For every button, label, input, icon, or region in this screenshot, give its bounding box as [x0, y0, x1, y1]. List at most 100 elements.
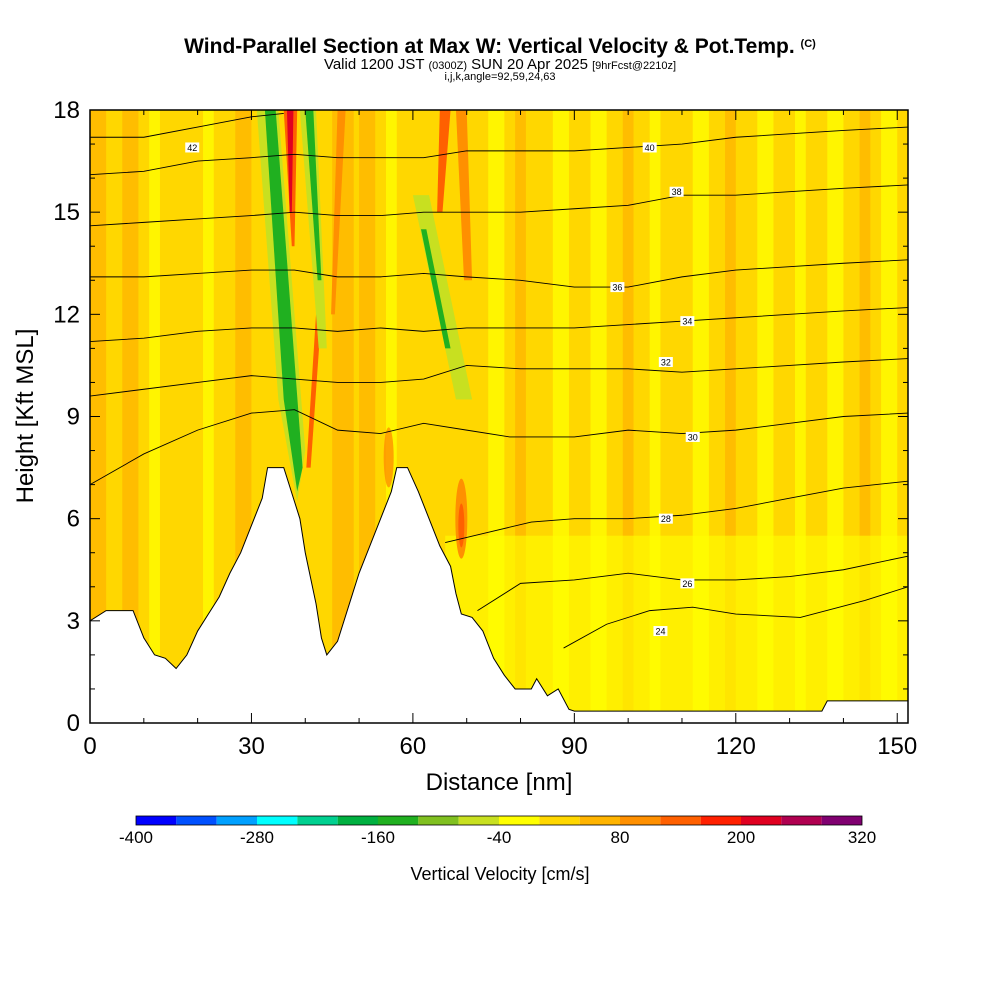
colorbar-swatch: [216, 816, 257, 825]
velocity-band: [649, 110, 661, 723]
contour-label-bg: [653, 626, 668, 637]
downdraft-right-core: [420, 229, 451, 349]
contour-label-24: 24: [655, 627, 665, 637]
terrain: [90, 467, 908, 723]
colorbar-swatch: [378, 816, 419, 825]
y-axis-label: Height [Kft MSL]: [12, 329, 39, 504]
contour-label-bg: [680, 316, 695, 327]
colorbar-swatch: [821, 816, 862, 825]
chart-params: i,j,k,angle=92,59,24,63: [444, 71, 556, 83]
updraft-lee-core: [458, 503, 465, 548]
theta-contour-42: [90, 112, 284, 138]
velocity-band: [149, 110, 160, 723]
field-features: [256, 110, 473, 559]
contour-label-26: 26: [682, 579, 692, 589]
x-tick-label: 150: [877, 733, 917, 760]
x-tick-label: 60: [400, 733, 427, 760]
contour-label-bg: [642, 142, 657, 153]
colorbar: [135, 815, 863, 826]
downdraft-mid: [299, 110, 327, 349]
theta-contour-28: [445, 480, 908, 543]
colorbar-swatch: [337, 816, 378, 825]
y-tick-label: 6: [67, 506, 80, 533]
colorbar-tick-label: 80: [611, 828, 630, 847]
contour-label-40: 40: [645, 143, 655, 153]
contour-label-bg: [658, 513, 673, 524]
colorbar-tick-label: 320: [848, 828, 876, 847]
theta-contour-32: [90, 358, 908, 397]
colorbar-swatch: [297, 816, 338, 825]
contour-label-28: 28: [661, 514, 671, 524]
colorbar-tick-labels: -400 -280 -160 -40 80 200 320: [119, 828, 876, 847]
updraft-left-core: [286, 110, 294, 213]
colorbar-tick-label: -160: [361, 828, 395, 847]
updraft-right-top: [437, 110, 451, 213]
colorbar-swatch: [620, 816, 661, 825]
colorbar-swatch: [458, 816, 499, 825]
contour-label-38: 38: [672, 187, 682, 197]
x-tick-label: 120: [716, 733, 756, 760]
colorbar-swatch: [741, 816, 782, 825]
velocity-band: [859, 110, 871, 723]
colorbar-swatch: [257, 816, 298, 825]
theta-contour-40: [90, 126, 908, 176]
field-bands: [90, 110, 908, 723]
x-tick-labels: 0 30 60 90 120 150: [83, 733, 917, 760]
velocity-band: [622, 110, 634, 723]
downdraft-mid-core: [305, 110, 322, 281]
y-tick-label: 9: [67, 404, 80, 431]
colorbar-swatch: [499, 816, 540, 825]
y-tick-label: 0: [67, 710, 80, 737]
y-tick-label: 12: [53, 301, 80, 328]
contour-label-42: 42: [187, 143, 197, 153]
contour-label-32: 32: [661, 358, 671, 368]
downdraft-left-core: [264, 110, 303, 492]
axis-ticks: [89, 109, 908, 724]
x-tick-label: 90: [561, 733, 588, 760]
colorbar-swatch: [136, 816, 177, 825]
colorbar-swatch: [176, 816, 217, 825]
theta-contours: 24 26 28 30 32 34 36 38 40 42: [90, 112, 908, 649]
plot-area: 24 26 28 30 32 34 36 38 40 42: [90, 110, 908, 723]
x-tick-label: 30: [238, 733, 265, 760]
x-axis-label: Distance [nm]: [426, 769, 573, 796]
updraft-mid: [331, 110, 346, 315]
colorbar-tick-label: 200: [727, 828, 755, 847]
colorbar-tick-label: -40: [487, 828, 512, 847]
colorbar-swatch: [660, 816, 701, 825]
colorbar-swatch: [418, 816, 459, 825]
y-tick-label: 3: [67, 608, 80, 635]
y-tick-label: 15: [53, 199, 80, 226]
theta-contour-34: [90, 307, 908, 343]
contour-label-30: 30: [688, 432, 698, 442]
updraft-ridge: [383, 427, 394, 488]
colorbar-tick-label: -400: [119, 828, 153, 847]
contour-label-34: 34: [682, 317, 692, 327]
contour-label-bg: [185, 142, 200, 153]
theta-contour-30: [90, 409, 908, 486]
contour-label-bg: [669, 186, 684, 197]
velocity-band: [385, 110, 397, 723]
theta-contour-38: [90, 184, 908, 227]
velocity-band: [203, 110, 214, 723]
x-tick-label: 0: [83, 733, 96, 760]
title-block: Wind-Parallel Section at Max W: Vertical…: [0, 36, 1000, 83]
colorbar-swatch: [781, 816, 822, 825]
contour-label-bg: [658, 357, 673, 368]
contour-label-bg: [610, 282, 625, 293]
velocity-band: [725, 110, 736, 723]
y-tick-labels: 0 3 6 9 12 15 18: [53, 97, 80, 737]
theta-contour-36: [90, 259, 908, 288]
updraft-right-mid: [455, 110, 473, 281]
velocity-band: [515, 110, 526, 723]
colorbar-swatch: [539, 816, 580, 825]
colorbar-frame: [135, 815, 863, 826]
updraft-left-lower: [306, 314, 322, 468]
velocity-band: [122, 110, 139, 723]
chart-title: Wind-Parallel Section at Max W: Vertical…: [184, 35, 816, 58]
colorbar-swatch: [579, 816, 620, 825]
colorbar-label: Vertical Velocity [cm/s]: [410, 864, 589, 884]
y-tick-label: 18: [53, 97, 80, 124]
chart-subtitle: Valid 1200 JST (0300Z) SUN 20 Apr 2025 […: [323, 56, 677, 73]
